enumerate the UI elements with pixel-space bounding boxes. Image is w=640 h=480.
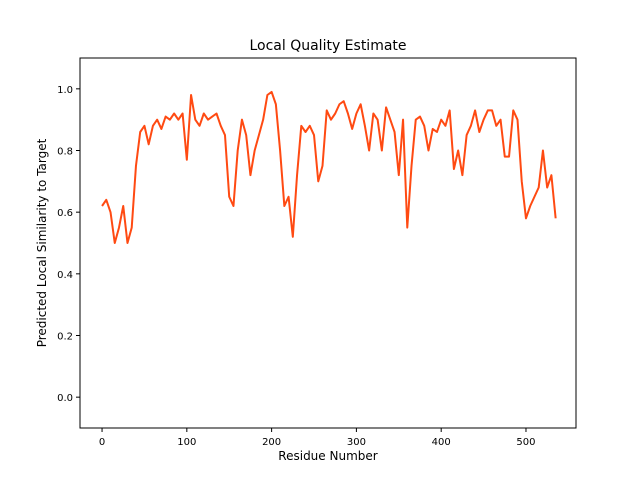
x-tick-label: 500 xyxy=(516,437,535,448)
x-axis-label: Residue Number xyxy=(278,449,377,463)
x-tick-label: 400 xyxy=(432,437,451,448)
y-axis-label: Predicted Local Similarity to Target xyxy=(35,138,49,347)
y-tick-label: 0.6 xyxy=(57,208,73,219)
x-tick-label: 0 xyxy=(99,437,105,448)
y-tick-label: 0.4 xyxy=(57,270,73,281)
x-tick-label: 300 xyxy=(347,437,366,448)
x-tick-label: 100 xyxy=(177,437,196,448)
x-tick-label: 200 xyxy=(262,437,281,448)
y-tick-label: 0.2 xyxy=(57,332,73,343)
chart-title: Local Quality Estimate xyxy=(249,38,406,54)
y-tick-label: 1.0 xyxy=(57,85,73,96)
axes-frame xyxy=(79,57,577,429)
y-tick-label: 0.0 xyxy=(57,393,73,404)
data-line xyxy=(101,90,557,244)
y-tick-label: 0.8 xyxy=(57,147,73,158)
